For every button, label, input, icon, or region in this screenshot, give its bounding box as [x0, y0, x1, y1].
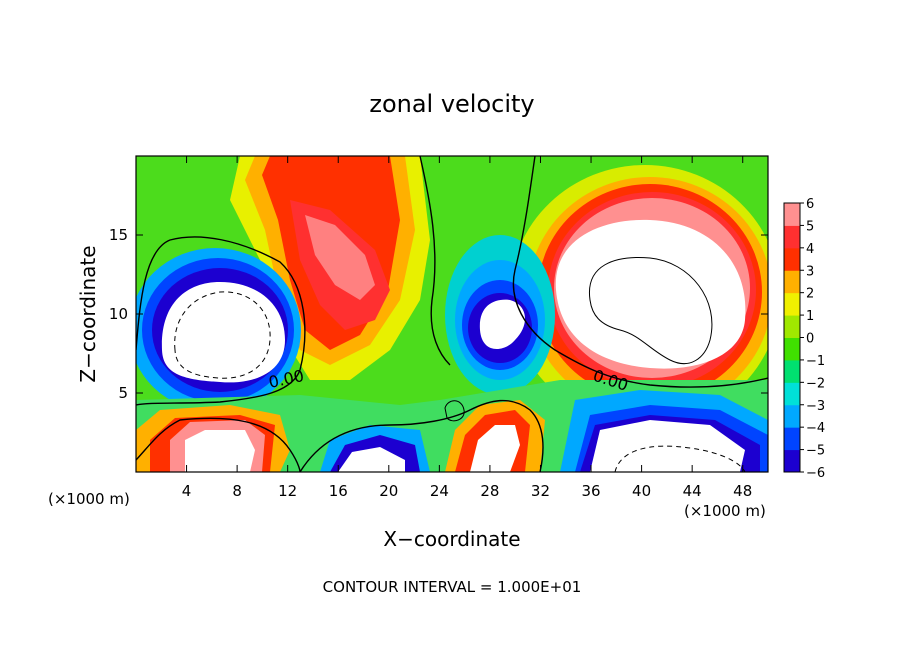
colorbar-bin — [784, 270, 800, 294]
negative-near-surface-center — [320, 425, 430, 472]
colorbar-tick-label: −6 — [806, 466, 825, 481]
x-tick-label: 44 — [683, 482, 702, 500]
colorbar-tick-label: 3 — [806, 264, 814, 279]
contour-interval-note: CONTOUR INTERVAL = 1.000E+01 — [323, 578, 582, 596]
colorbar-tick-label: 4 — [806, 242, 814, 257]
inner-contour-west-dashed — [174, 291, 271, 379]
x-tick-label: 36 — [581, 482, 600, 500]
x-tick-label: 32 — [531, 482, 550, 500]
x-tick-label: 48 — [733, 482, 752, 500]
colorbar-tick-label: −1 — [806, 354, 825, 369]
colorbar-bin — [784, 247, 800, 271]
colorbar-bin — [784, 292, 800, 316]
colorbar-bin — [784, 225, 800, 249]
x-tick-label: 8 — [232, 482, 242, 500]
x-tick-label: 20 — [379, 482, 398, 500]
zero-contour-center-bottom — [299, 399, 544, 472]
zero-contour-lower — [136, 417, 301, 472]
positive-near-surface-west — [136, 405, 290, 472]
colorbar-bin — [784, 359, 800, 383]
positive-core-east — [510, 165, 768, 425]
y-tick-label: 10 — [109, 305, 128, 323]
x-unit-label-right: (×1000 m) — [684, 502, 766, 520]
x-unit-label-left: (×1000 m) — [48, 490, 130, 508]
y-axis-ticks: 5 10 15 — [109, 226, 768, 402]
y-axis-label: Z−coordinate — [76, 245, 100, 382]
positive-near-surface-center — [445, 400, 545, 472]
colorbar-tick-label: 0 — [806, 332, 814, 347]
colorbar-tick-label: 2 — [806, 287, 814, 302]
colorbar-tick-label: −5 — [806, 444, 825, 459]
colorbar-tick-label: 1 — [806, 309, 814, 324]
colorbar-bin — [784, 427, 800, 451]
zero-contour-east — [512, 156, 768, 388]
colorbar-tick-label: −3 — [806, 399, 825, 414]
colorbar-bin — [784, 449, 800, 473]
x-tick-label: 24 — [430, 482, 449, 500]
colorbar-tick-label: 6 — [806, 197, 814, 212]
zero-contour-west — [136, 236, 306, 406]
x-tick-label: 16 — [329, 482, 348, 500]
x-tick-label: 12 — [278, 482, 297, 500]
x-tick-label: 28 — [480, 482, 499, 500]
colorbar-bin — [784, 404, 800, 428]
y-tick-label: 15 — [109, 226, 128, 244]
x-tick-label: 40 — [632, 482, 651, 500]
colorbar-tick-label: −4 — [806, 421, 825, 436]
negative-core-center — [445, 235, 555, 395]
small-contour-loop — [444, 400, 465, 422]
inner-contour-east-bottom-dashed — [614, 445, 746, 472]
colorbar-tick-label: 5 — [806, 219, 814, 234]
inner-contour-east — [588, 257, 713, 365]
contour-lines — [136, 156, 768, 472]
colorbar-bin — [784, 315, 800, 338]
colorbar-bin — [784, 337, 800, 361]
y-tick-label: 5 — [118, 384, 128, 402]
x-axis-label: X−coordinate — [383, 527, 520, 551]
colorbar-tick-label: −2 — [806, 376, 825, 391]
colorbar-bin — [784, 382, 800, 406]
zero-contour-middle — [419, 156, 451, 366]
negative-core-west — [136, 248, 301, 412]
chart-title: zonal velocity — [369, 90, 534, 118]
x-axis-ticks: 4 8 12 16 20 24 28 32 36 40 44 48 — [182, 156, 752, 500]
x-tick-label: 4 — [182, 482, 192, 500]
colorbar-bin — [784, 203, 800, 226]
plot-area: 0.00 0.00 — [136, 156, 768, 472]
colorbar: 6 5 4 3 2 1 0 −1 −2 −3 −4 −5 −6 — [783, 197, 825, 481]
